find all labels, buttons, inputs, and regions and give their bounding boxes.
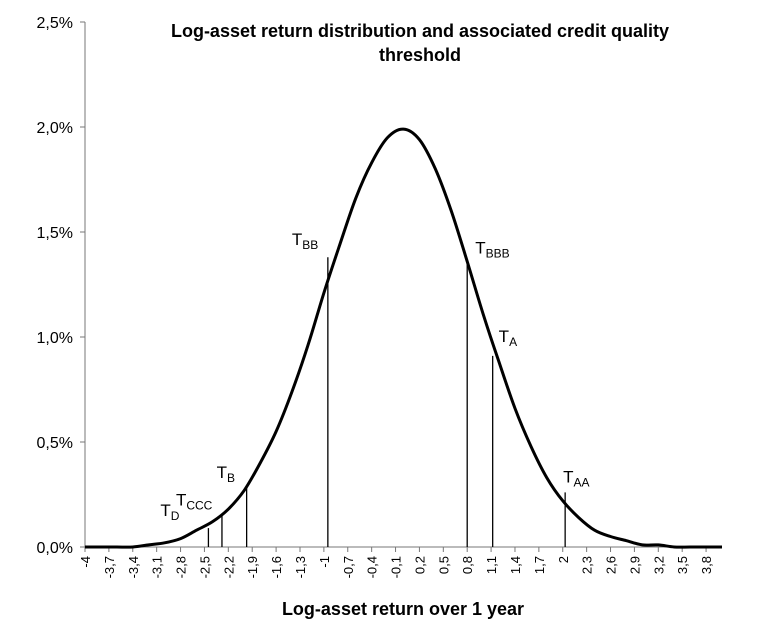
x-tick-label: -1,6: [269, 556, 284, 578]
y-tick-label: 2,5%: [37, 15, 73, 32]
x-tick-label: -1: [317, 556, 332, 568]
threshold-label: TB: [217, 463, 235, 485]
threshold-label: TBB: [292, 230, 318, 252]
x-tick-label: -3,7: [102, 556, 117, 578]
x-axis-title: Log-asset return over 1 year: [282, 599, 524, 619]
x-tick-label: 0,2: [412, 556, 427, 574]
x-tick-label: 1,4: [508, 556, 523, 574]
series-layer: [85, 127, 722, 549]
x-tick-label: -2,2: [221, 556, 236, 578]
y-tick-label: 0,5%: [37, 435, 73, 452]
x-tick-label: -2,5: [197, 556, 212, 578]
chart-title-line-2: threshold: [379, 45, 461, 65]
x-tick-label: 2,9: [627, 556, 642, 574]
y-tick-label: 1,5%: [37, 225, 73, 242]
y-tick-label: 2,0%: [37, 120, 73, 137]
x-axis-ticks: -4 -3,7 -3,4 -3,1 -2,8 -2,5 -2,2 -1,9 -1,6 -1,3 -1…: [78, 547, 714, 578]
x-tick-label: 1,7: [532, 556, 547, 574]
y-tick-label: 1,0%: [37, 330, 73, 347]
x-tick-label: -0,1: [389, 556, 404, 578]
x-tick-label: 2: [556, 556, 571, 563]
x-tick-label: 3,2: [651, 556, 666, 574]
x-tick-label: -1,3: [293, 556, 308, 578]
x-tick-label: 3,5: [675, 556, 690, 574]
x-tick-label: 2,6: [604, 556, 619, 574]
x-tick-label: -1,9: [245, 556, 260, 578]
x-tick-label: 1,1: [484, 556, 499, 574]
x-tick-label: 3,8: [699, 556, 714, 574]
x-tick-label: 0,8: [460, 556, 475, 574]
threshold-label: TBBB: [475, 239, 509, 261]
x-tick-label: -4: [78, 556, 93, 568]
x-tick-label: -2,8: [174, 556, 189, 578]
threshold-label: TAA: [563, 467, 589, 489]
x-tick-label: -0,7: [341, 556, 356, 578]
x-tick-label: 0,5: [436, 556, 451, 574]
y-tick-label: 0,0%: [37, 540, 73, 557]
density-curve: [85, 127, 722, 549]
threshold-label: TD: [160, 501, 179, 523]
threshold-label: TCCC: [176, 491, 213, 513]
x-tick-label: -3,4: [126, 556, 141, 578]
x-tick-label: -3,1: [150, 556, 165, 578]
threshold-label: TA: [499, 327, 517, 349]
y-axis-ticks: 0,0% 0,5% 1,0% 1,5% 2,0% 2,5%: [37, 15, 85, 557]
x-tick-label: -0,4: [365, 556, 380, 578]
chart-title-line-1: Log-asset return distribution and associ…: [171, 21, 669, 41]
x-tick-label: 2,3: [580, 556, 595, 574]
